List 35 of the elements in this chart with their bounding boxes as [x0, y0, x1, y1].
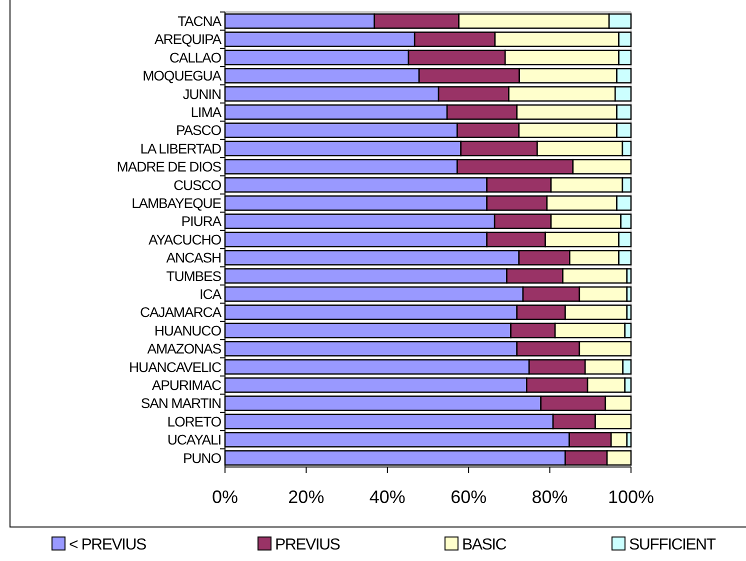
- y-tick-label: APURIMAC: [152, 377, 222, 393]
- y-tick-label: TACNA: [178, 13, 222, 29]
- y-tick-label: LIMA: [190, 104, 222, 120]
- x-tick-label: 20%: [288, 487, 324, 507]
- x-tick-label: 60%: [450, 487, 487, 507]
- y-tick-label: PIURA: [181, 213, 222, 230]
- y-tick-label: MOQUEGUA: [142, 68, 222, 84]
- y-tick-label: AYACUCHO: [148, 231, 222, 248]
- y-tick-label: CAJAMARCA: [140, 304, 222, 320]
- legend-label: < PREVIUS: [69, 536, 146, 554]
- y-tick-label: PUNO: [182, 450, 222, 466]
- y-tick-label: AREQUIPA: [154, 31, 222, 48]
- y-tick-label: LORETO: [167, 413, 222, 430]
- y-tick-label: LA LIBERTAD: [140, 140, 222, 156]
- y-tick-label: PASCO: [176, 122, 222, 138]
- y-tick-label: ANCASH: [166, 250, 221, 266]
- y-tick-label: CUSCO: [173, 176, 222, 193]
- y-tick-label: JUNIN: [182, 86, 221, 102]
- y-tick-label: ICA: [199, 286, 222, 302]
- x-tick-label: 40%: [369, 487, 406, 507]
- legend-label: BASIC: [462, 536, 506, 554]
- x-tick-label: 100%: [608, 487, 654, 507]
- y-tick-label: AMAZONAS: [147, 340, 222, 357]
- x-tick-label: 80%: [532, 487, 568, 507]
- y-tick-label: HUANUCO: [154, 322, 222, 338]
- y-tick-label: MADRE DE DIOS: [116, 158, 222, 175]
- y-tick-label: HUANCAVELIC: [129, 358, 222, 375]
- legend-label: PREVIUS: [275, 536, 340, 554]
- y-tick-label: SAN MARTIN: [140, 395, 221, 412]
- legend-label: SUFFICIENT: [629, 536, 716, 554]
- y-tick-label: TUMBES: [166, 268, 222, 284]
- y-tick-label: UCAYALI: [167, 432, 221, 448]
- y-tick-label: LAMBAYEQUE: [132, 195, 222, 211]
- y-tick-label: CALLAO: [169, 49, 222, 66]
- x-tick-label: 0%: [212, 487, 238, 507]
